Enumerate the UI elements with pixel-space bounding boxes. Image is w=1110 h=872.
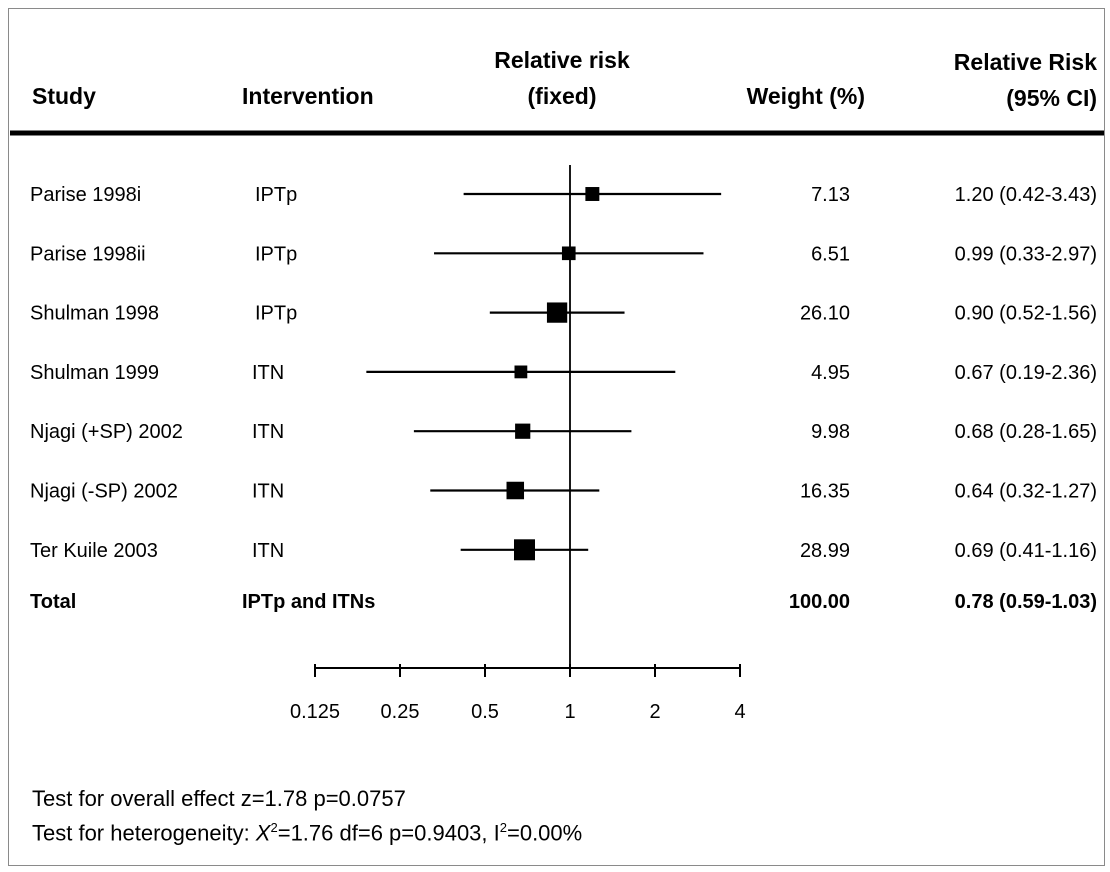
heterogeneity-symbol: X: [255, 820, 271, 846]
x-tick-label: 2: [649, 701, 660, 723]
study-label: Total: [30, 591, 76, 613]
heterogeneity-sup1: 2: [270, 820, 278, 835]
study-label: Parise 1998ii: [30, 243, 146, 265]
intervention-label: IPTp and ITNs: [242, 591, 375, 613]
header-rr-fixed-line1: Relative risk: [494, 47, 630, 73]
x-tick-label: 0.25: [381, 701, 420, 723]
rr-ci-value: 1.20 (0.42-3.43): [955, 184, 1097, 206]
rr-ci-value: 0.64 (0.32-1.27): [955, 481, 1097, 503]
point-estimate-marker: [506, 481, 525, 500]
weight-value: 16.35: [800, 481, 850, 503]
header-rr-fixed-line2: (fixed): [528, 83, 597, 109]
header-intervention: Intervention: [242, 83, 374, 109]
intervention-label: ITN: [252, 362, 284, 384]
weight-value: 26.10: [800, 303, 850, 325]
footer-heterogeneity: Test for heterogeneity: X2=1.76 df=6 p=0…: [32, 820, 582, 846]
rr-ci-value: 0.68 (0.28-1.65): [955, 421, 1097, 443]
heterogeneity-mid: =1.76 df=6 p=0.9403, I: [277, 820, 500, 846]
header-study: Study: [32, 83, 96, 109]
footer-overall-effect: Test for overall effect z=1.78 p=0.0757: [32, 786, 406, 811]
weight-value: 100.00: [789, 591, 850, 613]
header-rr-ci-line1: Relative Risk: [954, 49, 1097, 75]
x-axis: 0.125 0.25 0.5 1 2 4: [290, 165, 746, 723]
rr-ci-value: 0.90 (0.52-1.56): [955, 303, 1097, 325]
header-weight: Weight (%): [747, 83, 865, 109]
intervention-label: IPTp: [255, 243, 297, 265]
intervention-label: ITN: [252, 540, 284, 562]
intervention-label: ITN: [252, 481, 284, 503]
point-estimate-marker: [513, 539, 535, 561]
point-estimate-marker: [515, 423, 531, 439]
weight-value: 7.13: [811, 184, 850, 206]
weight-value: 6.51: [811, 243, 850, 265]
study-label: Shulman 1999: [30, 362, 159, 384]
x-tick-label: 1: [564, 701, 575, 723]
header-rr-ci-line2: (95% CI): [1006, 85, 1097, 111]
point-estimate-marker: [561, 246, 576, 261]
study-rows: Parise 1998i IPTp 7.13 1.20 (0.42-3.43) Pari…: [30, 184, 1097, 613]
study-label: Shulman 1998: [30, 303, 159, 325]
point-estimate-marker: [585, 187, 600, 201]
intervention-label: IPTp: [255, 184, 297, 206]
x-tick-label: 0.125: [290, 701, 340, 723]
study-label: Parise 1998i: [30, 184, 141, 206]
study-label: Njagi (+SP) 2002: [30, 421, 183, 443]
study-label: Njagi (-SP) 2002: [30, 481, 178, 503]
table-header: Study Intervention Relative risk (fixed)…: [32, 47, 1097, 111]
heterogeneity-suffix: =0.00%: [506, 820, 583, 846]
weight-value: 28.99: [800, 540, 850, 562]
study-label: Ter Kuile 2003: [30, 540, 158, 562]
rr-ci-value: 0.99 (0.33-2.97): [955, 243, 1097, 265]
rr-ci-value: 0.69 (0.41-1.16): [955, 540, 1097, 562]
weight-value: 4.95: [811, 362, 850, 384]
x-tick-label: 0.5: [471, 701, 499, 723]
point-estimate-marker: [514, 365, 528, 379]
heterogeneity-prefix: Test for heterogeneity:: [32, 820, 256, 846]
rr-ci-value: 0.67 (0.19-2.36): [955, 362, 1097, 384]
chart-frame: [8, 8, 1105, 866]
intervention-label: ITN: [252, 421, 284, 443]
x-tick-label: 4: [734, 701, 745, 723]
intervention-label: IPTp: [255, 303, 297, 325]
heterogeneity-sup2: 2: [499, 820, 507, 835]
point-estimate-marker: [546, 302, 568, 323]
rr-ci-value: 0.78 (0.59-1.03): [955, 591, 1097, 613]
weight-value: 9.98: [811, 421, 850, 443]
forest-marks: [366, 187, 722, 561]
